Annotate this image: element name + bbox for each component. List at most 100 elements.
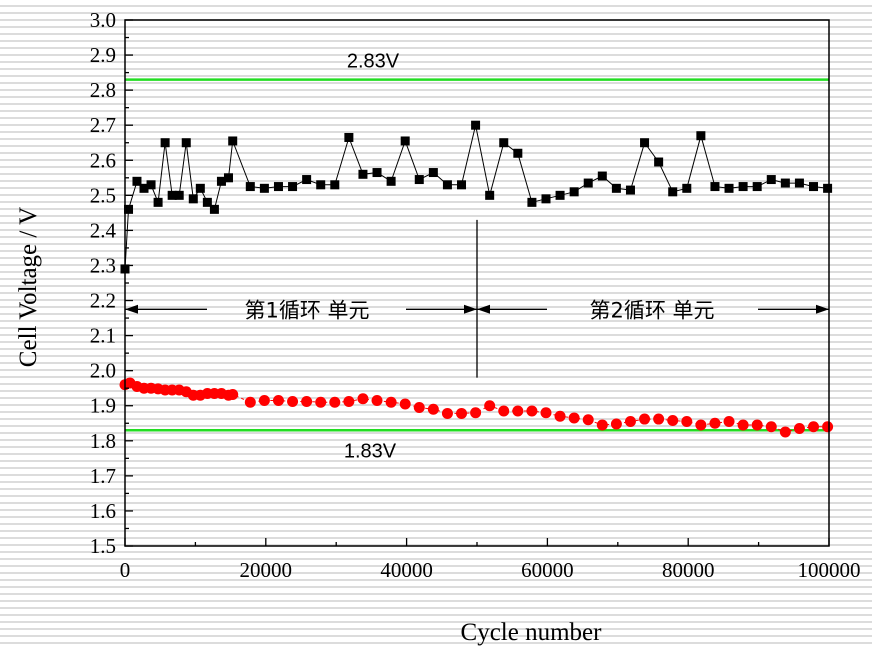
series-2-point	[582, 414, 594, 426]
series-1-point	[809, 182, 819, 192]
x-axis-ticks: 0 20000 40000 60000 80000 100000	[120, 538, 861, 582]
series-1-point	[625, 185, 635, 195]
y-tick-label: 2.0	[90, 359, 116, 383]
y-tick-label: 2.6	[90, 148, 116, 172]
series-markers	[119, 120, 834, 438]
cycle-arrows	[125, 304, 829, 314]
series-1-point	[752, 182, 762, 192]
series-1-point	[414, 175, 424, 185]
series-1-point	[654, 157, 664, 167]
series-1-point	[245, 182, 255, 192]
reference-lines	[125, 78, 829, 432]
y-axis-title: Cell Voltage / V	[15, 207, 42, 367]
y-tick-label: 2.1	[90, 324, 116, 348]
series-1-point	[386, 176, 396, 186]
series-1-point	[188, 194, 198, 204]
series-1-point	[823, 183, 833, 193]
series-1-point	[216, 176, 226, 186]
series-2-point	[624, 416, 636, 428]
series-1-point	[132, 176, 142, 186]
x-tick-label: 20000	[240, 558, 293, 582]
series-1-point	[223, 173, 233, 183]
series-2-point	[343, 396, 355, 408]
series-2-point	[568, 412, 580, 424]
x-tick-label: 60000	[521, 558, 574, 582]
series-2-point	[258, 394, 270, 406]
series-2-point	[723, 416, 735, 428]
series-2-point	[287, 396, 299, 408]
series-1-point	[696, 131, 706, 141]
series-1-point	[457, 180, 467, 190]
series-2-point	[526, 405, 538, 417]
series-2-point	[470, 407, 482, 419]
series-2-point	[484, 400, 496, 412]
series-2-point	[272, 394, 284, 406]
series-2-point	[779, 426, 791, 438]
series-1-point	[527, 197, 537, 207]
series-1-point	[710, 182, 720, 192]
y-axis-ticks: 1.5 1.6 1.7 1.8 1.9 2.0 2.1 2.2 2.3 2.4 2.5 2.6 2.7 2…	[90, 8, 133, 558]
series-2-point	[554, 410, 566, 422]
cycle1-label: 第1循环 单元	[244, 298, 369, 322]
series-1-point	[428, 168, 438, 178]
series-2-point	[709, 417, 721, 429]
series-2-point	[441, 407, 453, 419]
series-2-point	[413, 401, 425, 413]
series-1-point	[583, 178, 593, 188]
series-2-point	[329, 396, 341, 408]
series-1-point	[682, 183, 692, 193]
cycle2-label: 第2循环 单元	[589, 298, 714, 322]
series-1-point	[330, 180, 340, 190]
arrowhead-4	[816, 304, 829, 314]
y-tick-label: 2.2	[90, 289, 116, 313]
series-1-point	[302, 175, 312, 185]
y-tick-label: 2.4	[90, 218, 117, 242]
series-1-point	[597, 171, 607, 181]
y-tick-label: 2.7	[90, 113, 116, 137]
series-2-point	[610, 418, 622, 430]
series-2-point	[639, 413, 651, 425]
series-1-point	[738, 182, 748, 192]
series-1-point	[766, 175, 776, 185]
y-tick-label: 2.9	[90, 43, 116, 67]
series-1-point	[541, 194, 551, 204]
series-2-point	[667, 414, 679, 426]
series-2-point	[399, 398, 411, 410]
series-1-point	[358, 169, 368, 179]
y-tick-label: 1.6	[90, 499, 116, 523]
series-1-point	[228, 136, 238, 146]
series-1-point	[668, 187, 678, 197]
series-1-point	[202, 197, 212, 207]
series-1-point	[724, 183, 734, 193]
series-1-point	[794, 178, 804, 188]
series-lines	[124, 125, 828, 433]
x-tick-label: 40000	[380, 558, 433, 582]
series-1-point	[153, 197, 163, 207]
series-1-point	[640, 138, 650, 148]
lower-reference-label: 1.83V	[344, 440, 397, 462]
series-2-point	[808, 421, 820, 433]
upper-reference-label: 2.83V	[347, 51, 400, 73]
series-2-point	[301, 396, 313, 408]
series-1-point	[485, 190, 495, 200]
series-1-point	[273, 182, 283, 192]
series-1-point	[442, 180, 452, 190]
series-2-point	[498, 405, 510, 417]
y-tick-label: 2.3	[90, 253, 116, 277]
series-1-point	[259, 183, 269, 193]
series-1-point	[288, 182, 298, 192]
series-2-point	[244, 396, 256, 408]
series-2-point	[315, 396, 327, 408]
series-1-point	[780, 178, 790, 188]
series-1-point	[344, 132, 354, 142]
series-2-point	[653, 413, 665, 425]
series-2-point	[371, 394, 383, 406]
series-2-point	[227, 389, 239, 401]
series-1-point	[167, 190, 177, 200]
series-1-point	[209, 204, 219, 214]
y-tick-label: 1.7	[90, 464, 116, 488]
series-1-point	[174, 190, 184, 200]
y-tick-label: 3.0	[90, 8, 116, 32]
series-1-point	[195, 183, 205, 193]
y-tick-label: 2.8	[90, 78, 116, 102]
